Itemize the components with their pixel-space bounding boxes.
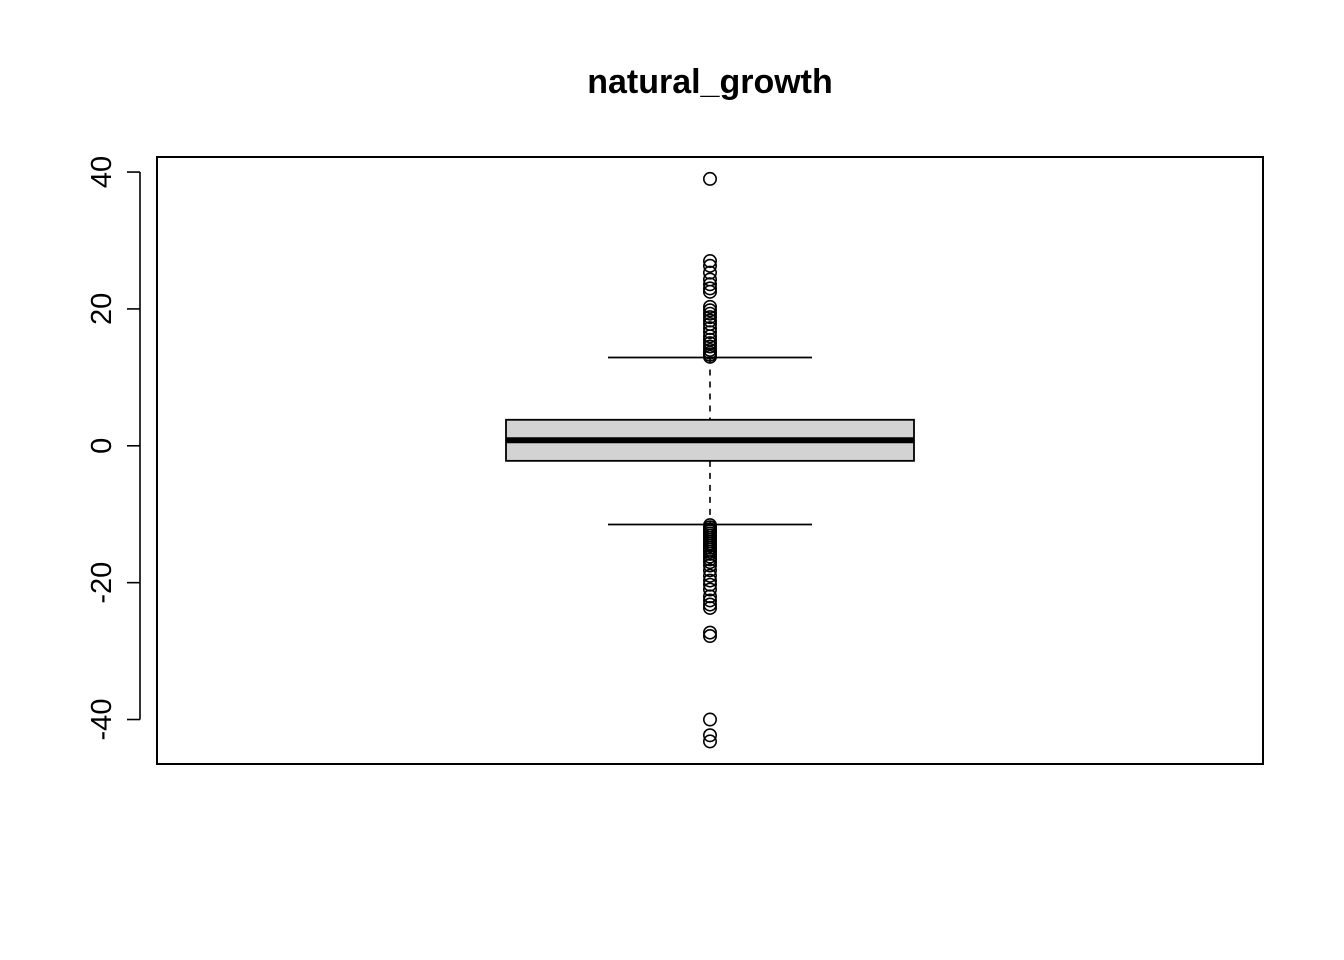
outlier-point <box>702 339 717 354</box>
y-tick-label: 0 <box>86 438 118 454</box>
y-tick-label: 40 <box>86 156 118 188</box>
outlier-point <box>702 558 717 573</box>
outlier-point <box>702 316 717 331</box>
outlier-point <box>702 272 717 287</box>
outlier-point <box>702 582 717 597</box>
outlier-point <box>702 281 717 296</box>
box-plot <box>505 356 915 526</box>
outlier-point <box>702 303 717 318</box>
y-tick-label: -20 <box>86 562 118 604</box>
chart-title: natural_growth <box>587 63 833 101</box>
outlier-point <box>702 568 717 583</box>
outlier-point <box>702 734 717 749</box>
outlier-point <box>702 321 717 336</box>
outlier-point <box>702 306 717 321</box>
outlier-point <box>702 299 717 314</box>
outlier-point <box>702 593 717 608</box>
outlier-point <box>702 313 717 328</box>
outlier-point <box>702 563 717 578</box>
outlier-points <box>702 171 717 749</box>
outlier-point <box>702 171 717 186</box>
plot-frame <box>156 156 1264 765</box>
outlier-point <box>702 254 717 269</box>
outlier-point <box>702 573 717 588</box>
y-axis: -40 -20 0 20 40 <box>86 156 141 741</box>
y-tick-label: -40 <box>86 699 118 741</box>
outlier-point <box>702 336 717 351</box>
outlier-point <box>702 600 717 615</box>
outlier-point <box>702 555 717 570</box>
y-tick-label: 20 <box>86 293 118 325</box>
outlier-point <box>702 728 717 743</box>
outlier-point <box>702 310 717 325</box>
outlier-point <box>702 712 717 727</box>
outlier-point <box>702 258 717 273</box>
outlier-point <box>702 625 717 640</box>
outlier-point <box>702 629 717 644</box>
outlier-point <box>702 597 717 612</box>
outlier-point <box>702 342 717 357</box>
